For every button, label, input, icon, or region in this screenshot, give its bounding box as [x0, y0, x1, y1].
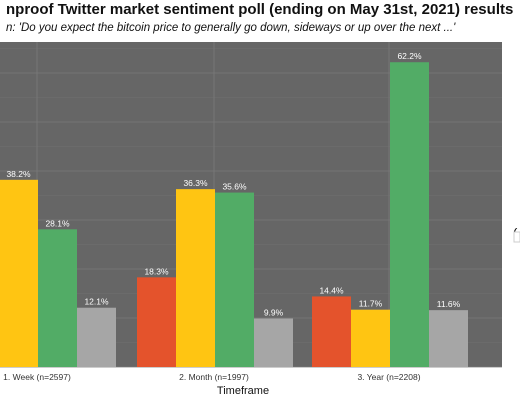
bar-2-2 [176, 189, 215, 367]
bar-2-3 [215, 192, 254, 367]
side-legend-swatch [513, 231, 520, 243]
data-label-2-3: 35.6% [222, 182, 247, 192]
x-ticks-layer: 1. Week (n=2597) 2. Month (n=1997) 3. Year… [3, 372, 421, 382]
data-label-1-4: 12.1% [84, 297, 109, 307]
bar-2-4 [254, 318, 293, 367]
data-label-1-2: 38.2% [6, 169, 31, 179]
data-label-2-4: 9.9% [264, 307, 284, 317]
bar-1-4 [77, 307, 116, 367]
bar-2-1 [137, 277, 176, 367]
bar-3-3 [390, 62, 429, 367]
labels-layer: 38.2% 28.1% 12.1% 18.3% 36.3% 35.6% 9.9% 14.4% 1… [6, 51, 460, 317]
bar-3-1 [312, 296, 351, 367]
data-label-3-1: 14.4% [319, 285, 344, 295]
data-label-2-1: 18.3% [144, 266, 169, 276]
data-label-1-3: 28.1% [45, 218, 70, 228]
data-label-3-4: 11.6% [437, 299, 461, 309]
bar-1-2 [0, 179, 38, 367]
chart-subtitle: n: 'Do you expect the bitcoin price to g… [6, 22, 456, 34]
bars-layer [0, 62, 468, 367]
x-tick-label-2: 2. Month (n=1997) [179, 372, 249, 382]
chart-title: nproof Twitter market sentiment poll (en… [6, 1, 514, 18]
data-label-3-2: 11.7% [359, 299, 383, 309]
x-axis-title: Timeframe [217, 385, 269, 397]
x-tick-label-3: 3. Year (n=2208) [357, 372, 420, 382]
x-tick-label-1: 1. Week (n=2597) [3, 372, 71, 382]
data-label-2-2: 36.3% [183, 178, 208, 188]
bar-1-3 [38, 229, 77, 367]
bar-3-2 [351, 309, 390, 367]
data-label-3-3: 62.2% [397, 51, 422, 61]
bar-3-4 [429, 310, 468, 367]
